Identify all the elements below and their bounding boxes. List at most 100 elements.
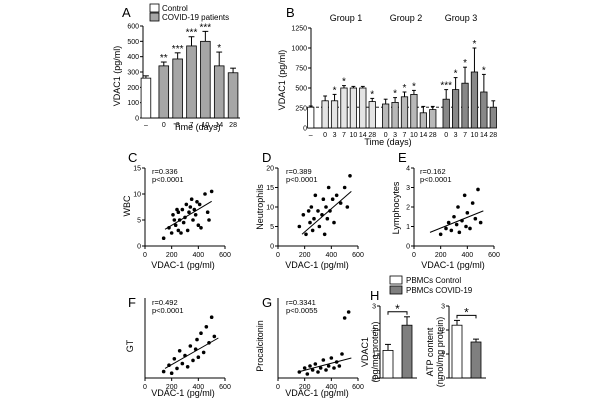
x-tick-label: 600: [219, 384, 231, 391]
correlation-r: r=0.336: [152, 167, 178, 176]
data-point: [188, 205, 193, 209]
significance-marker: *: [412, 81, 416, 92]
y-tick-label: 1: [441, 352, 445, 359]
data-point: [195, 200, 199, 204]
data-point: [308, 364, 312, 368]
bar: [307, 106, 315, 129]
data-point: [172, 218, 177, 222]
data-point: [313, 193, 318, 198]
data-point: [332, 220, 336, 225]
data-point: [456, 205, 460, 209]
significance-marker: ***: [186, 28, 198, 39]
x-tick-label: 0: [276, 384, 280, 391]
data-point: [196, 355, 201, 360]
data-point: [184, 202, 189, 207]
data-point: [468, 226, 472, 231]
panel-b: B Group 1 Group 2 Group 3 VDAC1 (pg/ml) …: [277, 5, 497, 147]
data-point: [310, 228, 315, 233]
x-tick-label: 14: [215, 122, 223, 129]
y-axis-label: GT: [125, 339, 135, 352]
data-point: [181, 220, 186, 225]
legend-swatch-covid: [149, 12, 160, 22]
x-tick-label: 3: [393, 132, 397, 139]
data-point: [476, 187, 480, 192]
data-point: [321, 358, 326, 362]
y-tick-label: 1: [372, 352, 376, 359]
plot-area: 0 200 400 600 0 5 10 15 20: [266, 166, 364, 260]
bar: [200, 40, 211, 119]
bar: [452, 89, 460, 129]
x-axis-label: VDAC-1 (pg/ml): [421, 260, 485, 270]
x-tick-label: 0: [444, 132, 448, 139]
x-tick-label: 10: [410, 132, 418, 139]
data-point: [180, 207, 185, 212]
x-tick-label: 3: [176, 122, 180, 129]
y-axis-label-atp: ATP content: [425, 327, 435, 376]
y-axis-label-vdac1: VDAC1: [360, 337, 370, 367]
y-tick-label: 5: [270, 224, 274, 231]
group-title-1: Group 1: [330, 13, 363, 23]
significance-bracket: [387, 311, 408, 315]
significance-marker: *: [454, 69, 458, 80]
data-point: [196, 223, 201, 227]
data-point: [470, 201, 475, 205]
panel-c: C WBC VDAC-1 (pg/ml) r=0.336 p<0.0001 0 2…: [122, 150, 231, 270]
y-tick-label: 0: [372, 376, 376, 383]
regression-line: [297, 357, 352, 373]
bar: [429, 109, 437, 129]
bar: [158, 65, 170, 119]
bar: [470, 71, 479, 129]
significance-marker: *: [342, 77, 346, 88]
x-tick-label: 0: [276, 252, 280, 259]
bar: [213, 65, 225, 119]
y-tick-label: 500: [127, 39, 139, 46]
data-point: [203, 192, 207, 196]
data-point: [161, 369, 166, 374]
panel-letter: H: [370, 288, 379, 303]
significance-bracket: [456, 314, 477, 319]
x-tick-label: 14: [359, 132, 367, 139]
y-tick-label: 2: [372, 328, 376, 335]
significance-marker: *: [395, 302, 400, 316]
data-point: [338, 201, 343, 205]
data-point: [326, 364, 331, 368]
data-point: [193, 213, 198, 217]
x-axis-label: Time (days): [364, 137, 411, 147]
y-axis-label: Neutrophils: [255, 184, 265, 230]
plot-area: 0 200 400 600: [143, 298, 231, 391]
data-point: [192, 207, 197, 212]
data-point: [188, 344, 193, 348]
data-point: [464, 224, 468, 229]
data-point: [176, 210, 181, 214]
data-point: [189, 197, 194, 201]
bar: [140, 77, 152, 119]
legend-label-control: Control: [162, 4, 188, 13]
significance-marker: ***: [172, 44, 184, 55]
y-tick-label: 3: [372, 304, 376, 311]
panel-letter: D: [262, 150, 271, 165]
y-tick-label: 400: [127, 54, 139, 61]
x-tick-label: 3: [454, 132, 458, 139]
y-tick-label: 1000: [291, 46, 307, 53]
x-axis-label: Time (days): [173, 122, 220, 132]
y-tick-label: 0: [441, 376, 445, 383]
data-point: [317, 224, 322, 229]
y-tick-label: 0: [137, 244, 141, 251]
panel-d: D Neutrophils VDAC-1 (pg/ml) r=0.389 p<0…: [255, 150, 364, 270]
x-tick-label: 10: [201, 122, 209, 129]
data-point: [197, 202, 202, 207]
data-point: [169, 371, 174, 376]
significance-marker: ***: [440, 81, 452, 92]
panel-letter: E: [398, 150, 407, 165]
legend-label-pbmc-control: PBMCs Control: [406, 276, 461, 285]
significance-marker: *: [403, 83, 407, 94]
x-tick-label: 28: [368, 132, 376, 139]
bar: [489, 106, 497, 129]
x-tick-label: 200: [166, 384, 178, 391]
x-tick-label: 200: [299, 384, 311, 391]
significance-marker: *: [482, 65, 486, 76]
data-point: [342, 185, 347, 190]
significance-marker: *: [393, 89, 397, 100]
x-tick-label: 3: [333, 132, 337, 139]
